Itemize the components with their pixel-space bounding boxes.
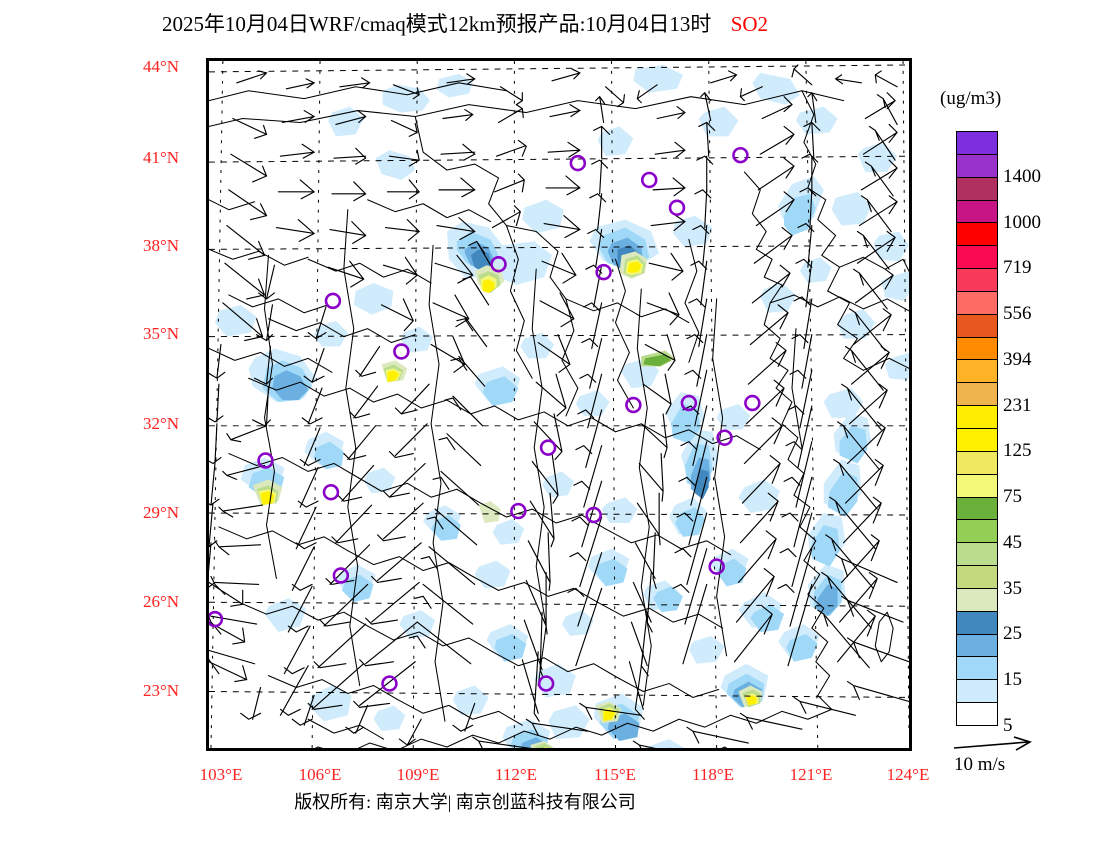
- colorbar-unit-label: (ug/m3): [940, 88, 1002, 109]
- page-title-text: 2025年10月04日WRF/cmaq模式12km预报产品:10月04日13时: [161, 12, 712, 36]
- colorbar-band-4: [957, 223, 997, 247]
- colorbar-tick-556: 556: [1003, 303, 1032, 325]
- colorbar-band-12: [957, 406, 997, 429]
- colorbar-band-16: [957, 497, 997, 521]
- colorbar-band-3: [957, 200, 997, 224]
- colorbar-band-10: [957, 360, 997, 384]
- colorbar-band-11: [957, 383, 997, 407]
- lon-label-118e: 118°E: [691, 765, 735, 784]
- colorbar-band-25: [957, 703, 997, 725]
- colorbar-band-14: [957, 451, 997, 475]
- colorbar-tick-75: 75: [1003, 486, 1022, 508]
- page-title: 2025年10月04日WRF/cmaq模式12km预报产品:10月04日13时 …: [0, 8, 930, 38]
- lon-label-112e: 112°E: [494, 765, 538, 784]
- wind-scale-legend: 10 m/s: [952, 736, 1092, 776]
- colorbar: [956, 131, 998, 726]
- colorbar-tick-1000: 1000: [1003, 211, 1041, 233]
- colorbar-band-21: [957, 611, 997, 635]
- lat-label-29n: 29°N: [143, 503, 180, 522]
- wind-arrow-icon: [953, 736, 1032, 751]
- colorbar-band-7: [957, 291, 997, 315]
- lat-label-26n: 26°N: [143, 592, 180, 611]
- colorbar-tick-394: 394: [1003, 348, 1032, 370]
- colorbar-band-17: [957, 520, 997, 544]
- colorbar-band-2: [957, 177, 997, 201]
- colorbar-tick-231: 231: [1003, 394, 1032, 416]
- wind-scale-label: 10 m/s: [954, 754, 1006, 775]
- map-canvas: [209, 61, 909, 748]
- wind-vector-field: [209, 64, 909, 748]
- colorbar-band-23: [957, 657, 997, 681]
- colorbar-tick-45: 45: [1003, 531, 1022, 553]
- colorbar-band-9: [957, 337, 997, 361]
- lon-label-115e: 115°E: [593, 765, 637, 784]
- colorbar-tick-15: 15: [1003, 669, 1022, 691]
- colorbar-band-22: [957, 634, 997, 658]
- copyright-footer: 版权所有: 南京大学| 南京创蓝科技有限公司: [294, 792, 636, 812]
- colorbar-tick-1400: 1400: [1003, 165, 1041, 187]
- lon-label-124e: 124°E: [886, 765, 930, 784]
- concentration-shading: [214, 64, 909, 748]
- lon-label-103e: 103°E: [199, 765, 243, 784]
- colorbar-band-13: [957, 428, 997, 452]
- lat-label-38n: 38°N: [143, 236, 180, 255]
- colorbar-band-0: [957, 132, 997, 155]
- lon-label-106e: 106°E: [298, 765, 342, 784]
- station-markers: [209, 146, 761, 692]
- colorbar-tick-5: 5: [1003, 715, 1013, 736]
- colorbar-band-18: [957, 543, 997, 567]
- colorbar-tick-35: 35: [1003, 577, 1022, 599]
- lat-label-41n: 41°N: [143, 148, 180, 167]
- colorbar-band-5: [957, 246, 997, 270]
- lon-label-109e: 109°E: [396, 765, 440, 784]
- colorbar-band-1: [957, 154, 997, 178]
- lat-label-32n: 32°N: [143, 414, 180, 433]
- lat-label-23n: 23°N: [143, 681, 180, 700]
- colorbar-tick-25: 25: [1003, 623, 1022, 645]
- map-plot-area[interactable]: [206, 58, 912, 751]
- lat-label-44n: 44°N: [143, 57, 180, 76]
- graticule-meridians: [210, 61, 909, 748]
- colorbar-band-15: [957, 474, 997, 498]
- lon-label-121e: 121°E: [789, 765, 833, 784]
- colorbar-tick-719: 719: [1003, 257, 1032, 279]
- colorbar-band-8: [957, 314, 997, 338]
- colorbar-band-20: [957, 588, 997, 612]
- species-label: SO2: [730, 12, 769, 36]
- colorbar-tick-125: 125: [1003, 440, 1032, 462]
- colorbar-band-19: [957, 566, 997, 589]
- colorbar-band-24: [957, 680, 997, 704]
- map-boundaries: [209, 82, 909, 748]
- lat-label-35n: 35°N: [143, 324, 180, 343]
- colorbar-band-6: [957, 269, 997, 292]
